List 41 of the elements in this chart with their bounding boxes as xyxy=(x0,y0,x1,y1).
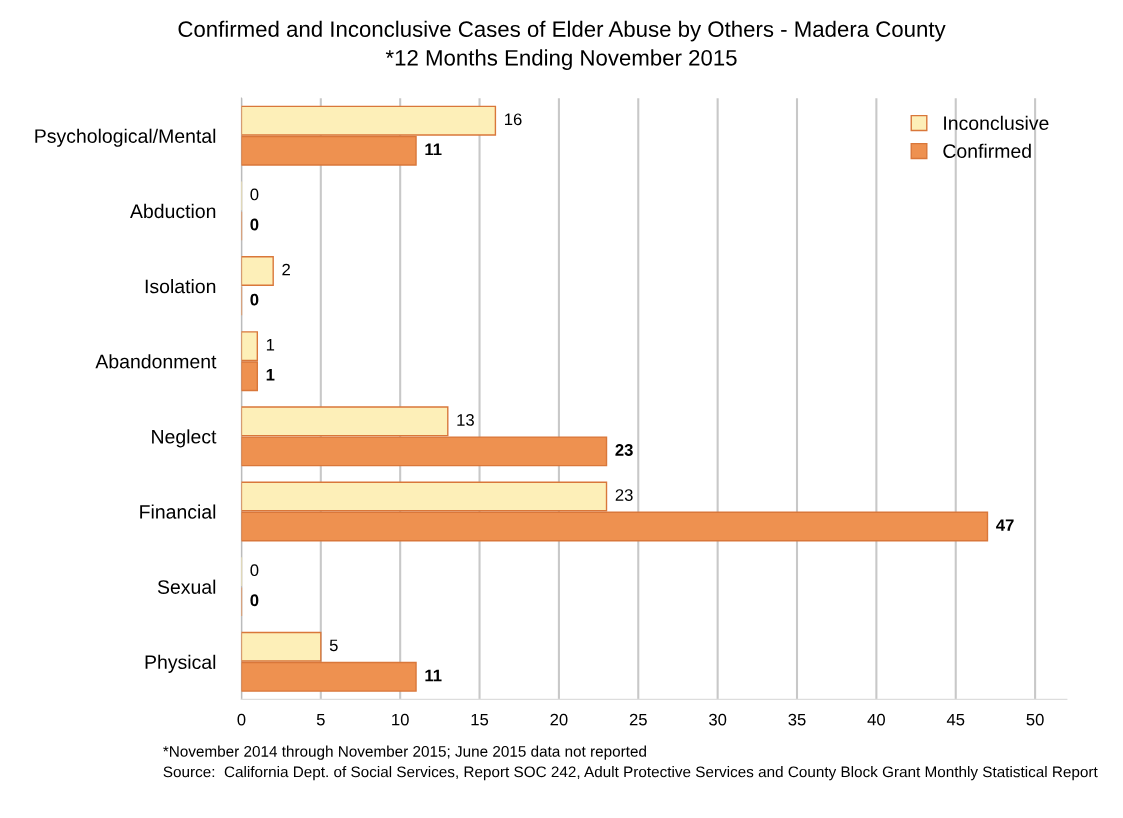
data-label: 23 xyxy=(615,444,633,456)
y-tick-label: Neglect xyxy=(152,429,217,448)
x-tick-label: 15 xyxy=(471,713,489,726)
data-label: 11 xyxy=(425,669,442,682)
data-label: 47 xyxy=(996,519,1014,531)
data-label: 11 xyxy=(425,143,442,156)
y-tick-label: Psychological/Mental xyxy=(35,128,216,147)
y-tick-label: Physical xyxy=(145,654,216,673)
legend-label: Confirmed xyxy=(943,143,1031,158)
x-tick-label: 30 xyxy=(709,713,727,726)
x-tick-label: 20 xyxy=(550,713,568,726)
data-label: 1 xyxy=(266,369,275,381)
data-label: 13 xyxy=(457,413,474,426)
chart-subtitle: *12 Months Ending November 2015 xyxy=(385,49,737,71)
data-label: 16 xyxy=(505,113,522,126)
y-tick-label: Isolation xyxy=(145,279,216,294)
y-tick-label: Financial xyxy=(140,504,216,519)
y-tick-label: Sexual xyxy=(157,579,216,594)
data-label: 0 xyxy=(250,594,259,607)
x-tick-label: 35 xyxy=(788,713,806,726)
x-tick-label: 50 xyxy=(1026,713,1044,726)
data-label: 1 xyxy=(266,339,275,351)
text: *November 2014 through November 2015; June 2015 data not reported xyxy=(163,745,646,760)
y-tick-label: Abduction xyxy=(130,203,216,219)
x-tick-label: 10 xyxy=(392,713,409,726)
chart-title: Confirmed and Inconclusive Cases of Elder Abuse by Others - Madera County xyxy=(178,20,946,42)
y-tick-label: Abandonment xyxy=(95,354,217,369)
data-label: 0 xyxy=(250,188,259,201)
data-label: 0 xyxy=(250,218,259,231)
legend-label: Inconclusive xyxy=(944,115,1049,131)
x-tick-label: 45 xyxy=(946,713,965,726)
data-label: 0 xyxy=(250,564,259,577)
data-label: 23 xyxy=(615,489,633,501)
source-note: Source: California Dept. of Social Services, Report SOC 242, Adult Protective Services and County Block Grant Monthly Statistical Report xyxy=(163,766,1098,781)
data-label: 0 xyxy=(250,293,259,306)
x-tick-label: 0 xyxy=(237,713,246,726)
data-label: 5 xyxy=(329,639,338,652)
x-tick-label: 25 xyxy=(629,713,647,726)
x-tick-label: 40 xyxy=(867,713,885,726)
x-tick-label: 5 xyxy=(316,713,325,726)
data-label: 2 xyxy=(282,263,290,276)
